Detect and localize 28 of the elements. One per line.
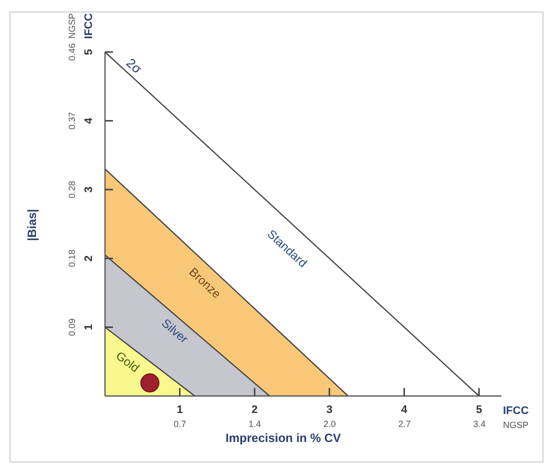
y2-tick-label: 0.09 — [67, 318, 77, 336]
x-tick-label: 4 — [401, 404, 408, 416]
x-tick-label: 2 — [252, 404, 258, 416]
x-tick-label: 3 — [326, 404, 332, 416]
x2-tick-label: 1.4 — [248, 419, 262, 429]
x2-tick-label: 3.4 — [473, 419, 486, 429]
x2-tick-label: 2.7 — [398, 419, 411, 429]
x-tick-label: 5 — [476, 404, 482, 416]
x2-tick-label: 0.7 — [174, 419, 186, 429]
y2-tick-label: 0.18 — [67, 250, 77, 268]
x-tick-label: 1 — [176, 404, 183, 416]
text: NGSP — [503, 420, 529, 430]
y2-tick-label: 0.28 — [67, 180, 77, 198]
annotation: 2σ — [124, 55, 145, 77]
series-label: Gold — [113, 348, 142, 376]
y2-axis-title: |Bias| — [25, 208, 39, 242]
y-tick-label: 4 — [83, 116, 95, 124]
y-tick-label: 1 — [83, 324, 95, 330]
y-tick-label: 3 — [83, 186, 95, 193]
y-tick-label: 2 — [83, 255, 95, 262]
y2-tick-label: 0.46 — [67, 43, 77, 61]
x-axis-title: Imprecision in % CV — [226, 431, 341, 445]
text: IFCC — [83, 13, 95, 39]
y-tick-label: 5 — [83, 48, 95, 56]
text: IFCC — [503, 405, 529, 417]
y2-tick-label: 0.37 — [67, 112, 77, 130]
text: NGSP — [67, 13, 77, 39]
x2-tick-label: 2.0 — [323, 419, 336, 429]
